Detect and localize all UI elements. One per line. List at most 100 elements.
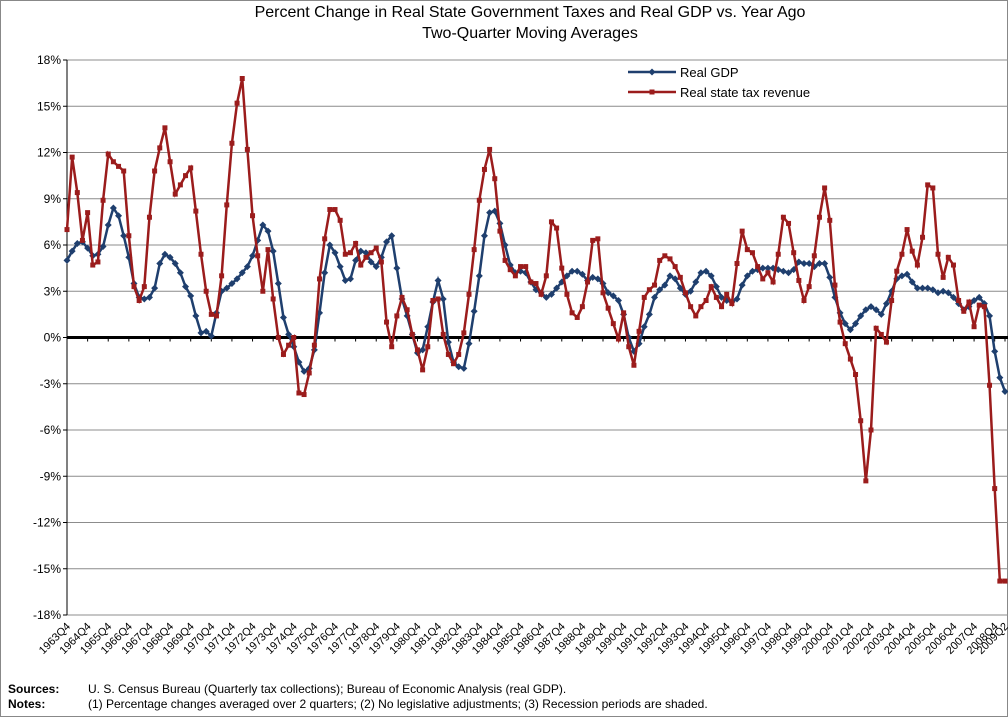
point <box>269 247 277 255</box>
point <box>605 305 611 311</box>
point <box>346 275 354 283</box>
point <box>1002 578 1008 584</box>
legend-label: Real GDP <box>680 65 739 80</box>
point <box>688 304 694 310</box>
point <box>971 324 977 330</box>
point <box>822 185 828 191</box>
point <box>233 275 241 283</box>
point <box>585 279 591 285</box>
point <box>595 236 601 242</box>
point <box>136 298 142 303</box>
point <box>280 351 286 357</box>
point <box>579 304 585 310</box>
point <box>641 294 647 300</box>
point <box>116 163 122 169</box>
point <box>889 298 895 303</box>
point <box>733 295 741 303</box>
point <box>207 332 215 340</box>
point <box>393 264 401 272</box>
point <box>439 295 447 303</box>
point <box>648 68 656 76</box>
point <box>378 259 384 265</box>
point <box>492 176 498 182</box>
point <box>306 370 312 376</box>
point <box>729 301 735 307</box>
point <box>451 361 457 367</box>
point <box>863 478 869 484</box>
y-tick-label: 9% <box>44 192 62 206</box>
point <box>167 159 173 165</box>
point <box>74 190 80 196</box>
point <box>456 351 462 357</box>
point <box>976 302 982 308</box>
point <box>765 270 771 276</box>
y-tick-label: -15% <box>33 562 61 576</box>
point <box>394 313 400 319</box>
point <box>796 277 802 283</box>
point <box>857 312 865 320</box>
point <box>651 293 659 301</box>
point <box>672 264 678 270</box>
point <box>177 182 183 188</box>
point <box>188 165 194 171</box>
point <box>939 287 947 295</box>
point <box>903 270 911 278</box>
point <box>801 298 807 303</box>
point <box>636 328 642 334</box>
point <box>945 254 951 260</box>
point <box>243 263 251 271</box>
point <box>779 267 787 275</box>
point <box>786 220 792 226</box>
point <box>420 367 426 373</box>
point <box>104 221 112 229</box>
point <box>176 269 184 277</box>
point <box>920 234 926 240</box>
point <box>486 209 494 217</box>
point <box>652 282 658 288</box>
point <box>692 278 700 286</box>
point <box>997 578 1003 584</box>
notes-label: Notes: <box>8 697 45 711</box>
point <box>471 247 477 253</box>
point <box>858 418 864 424</box>
point <box>987 382 993 388</box>
point <box>347 250 353 256</box>
point <box>610 321 616 327</box>
point <box>574 314 580 320</box>
point <box>693 313 699 319</box>
point <box>362 249 370 257</box>
point <box>465 340 473 348</box>
point <box>326 241 334 249</box>
point <box>569 310 575 316</box>
point <box>698 304 704 310</box>
point <box>909 248 915 254</box>
point <box>389 344 395 350</box>
point <box>249 252 257 260</box>
point <box>404 307 410 313</box>
point <box>878 331 884 337</box>
point <box>615 336 621 342</box>
point <box>353 240 359 246</box>
point <box>904 227 910 233</box>
point <box>882 300 890 308</box>
point <box>707 272 715 280</box>
point <box>264 227 272 235</box>
point <box>213 313 219 319</box>
point <box>940 274 946 280</box>
point <box>815 260 823 267</box>
point <box>631 362 637 368</box>
point <box>626 344 632 350</box>
point <box>239 76 245 81</box>
y-tick-label: -18% <box>33 608 61 622</box>
point <box>64 227 70 233</box>
point <box>434 276 442 284</box>
point <box>336 263 344 271</box>
y-tick-label: -6% <box>40 423 62 437</box>
point <box>883 339 889 345</box>
point <box>115 212 123 220</box>
point <box>197 329 205 337</box>
point <box>738 281 746 289</box>
point <box>785 269 793 277</box>
point <box>228 280 236 288</box>
point <box>873 325 879 331</box>
